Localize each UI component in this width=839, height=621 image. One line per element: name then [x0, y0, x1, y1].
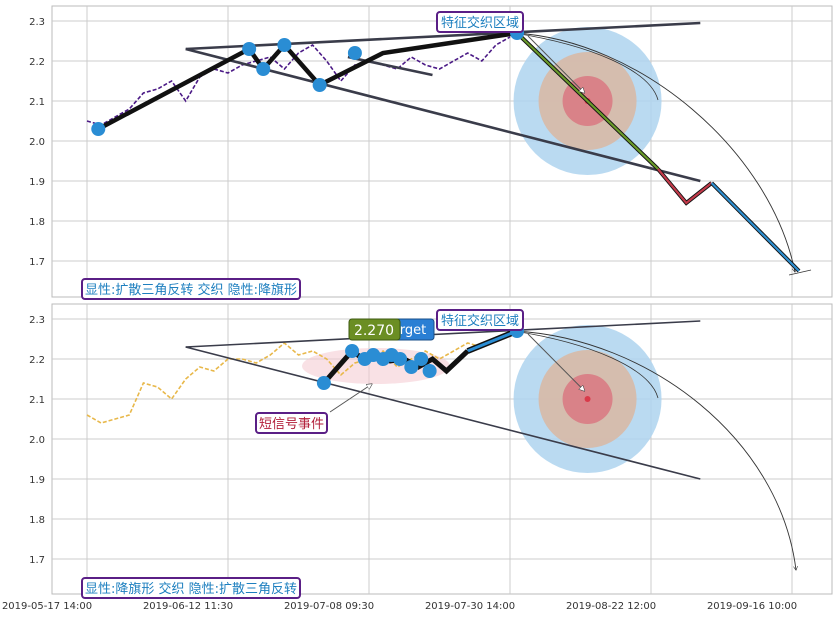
top-pivot-point: [256, 62, 271, 76]
bottom-feature-zone-label-text: 特征交织区域: [441, 313, 519, 329]
top-feature-zone-label: 特征交织区域: [436, 11, 524, 33]
target-value-badges: rget 2.270: [348, 318, 435, 341]
top-pivot-point: [91, 122, 106, 136]
x-tick-label: 2019-07-08 09:30: [284, 601, 374, 612]
bottom-plot-frame: [51, 303, 833, 595]
bottom-pivot-point: [404, 360, 419, 374]
top-pivot-point: [242, 42, 257, 56]
bottom-trend-line: [185, 346, 701, 480]
bottom-target-zone-center: [584, 396, 591, 402]
value-badge-box: [348, 318, 401, 341]
bottom-pivot-point: [414, 352, 429, 366]
projection-green-segment: [516, 32, 659, 170]
x-tick-label: 2019-05-17 14:00: [2, 601, 92, 612]
top-y-tick-label: 2.2: [29, 57, 45, 68]
x-tick-label: 2019-08-22 12:00: [566, 601, 656, 612]
top-projection-arc-inner: [513, 32, 659, 101]
bottom-projection-arc-inner: [513, 330, 659, 399]
x-tick-label: 2019-06-12 11:30: [143, 601, 233, 612]
short-signal-label-text: 短信号事件: [259, 417, 324, 432]
x-tick-label: 2019-09-16 10:00: [707, 601, 797, 612]
bottom-y-tick-label: 2.2: [29, 355, 45, 366]
projection-end-tick: [788, 269, 812, 276]
top-y-tick-label: 1.9: [29, 177, 45, 188]
top-feature-zone-label-text: 特征交织区域: [441, 15, 519, 31]
bottom-feature-zone-label: 特征交织区域: [436, 309, 524, 331]
bottom-y-tick-label: 2.3: [29, 315, 45, 326]
top-y-tick-label: 1.8: [29, 217, 45, 228]
bottom-pattern-tail: [467, 329, 518, 353]
bottom-pattern-legend-box: [81, 577, 301, 599]
top-pattern-legend-text: 显性:扩散三角反转 交织 隐性:降旗形: [85, 282, 297, 298]
bottom-target-arrow: [527, 333, 585, 391]
top-plot-frame: [51, 5, 833, 298]
bottom-y-tick-label: 1.9: [29, 475, 45, 486]
top-target-arrow: [527, 35, 585, 93]
bottom-price-series: [86, 334, 511, 424]
bottom-trend-line: [185, 320, 701, 348]
top-pivot-point: [312, 78, 327, 92]
short-signal-label: 短信号事件: [255, 412, 328, 434]
top-y-tick-label: 1.7: [29, 257, 45, 268]
top-pattern-legend: 显性:扩散三角反转 交织 隐性:降旗形: [81, 278, 301, 300]
bottom-panel: 1.7 1.8 1.9 2.0 2.1 2.2 2.3 特征交织区域 rget 2.270 短信号事…: [29, 303, 833, 599]
bottom-projection-arc: [513, 330, 796, 570]
top-y-tick-label: 2.3: [29, 17, 45, 28]
top-trend-line: [185, 47, 701, 183]
short-signal-label-box: [255, 412, 328, 434]
projection-blue-segment: [710, 182, 800, 272]
top-pattern-legend-box: [81, 278, 301, 300]
top-price-series: [86, 36, 511, 126]
value-badge-text: 2.270: [354, 323, 394, 339]
top-pivot-point: [347, 46, 362, 60]
top-pivot-point: [277, 38, 292, 52]
x-tick-label: 2019-07-30 14:00: [425, 601, 515, 612]
top-projection-arc: [513, 32, 795, 272]
top-y-tick-label: 2.0: [29, 137, 45, 148]
bottom-pivot-point: [316, 376, 331, 390]
bottom-y-tick-label: 1.8: [29, 515, 45, 526]
bottom-pattern-legend: 显性:降旗形 交织 隐性:扩散三角反转: [81, 577, 301, 599]
short-signal-arrow: [329, 384, 372, 413]
bottom-y-tick-label: 2.1: [29, 395, 45, 406]
projection-red-segment: [657, 168, 713, 205]
top-trend-line: [185, 21, 701, 51]
bottom-pivot-point: [393, 352, 408, 366]
bottom-pivot-point: [345, 344, 360, 358]
top-trend-line: [347, 55, 433, 77]
bottom-y-tick-label: 1.7: [29, 555, 45, 566]
bottom-feature-zone-label-box: [436, 309, 524, 331]
top-y-tick-label: 2.1: [29, 97, 45, 108]
bottom-pattern-legend-text: 显性:降旗形 交织 隐性:扩散三角反转: [85, 581, 297, 597]
bottom-y-tick-label: 2.0: [29, 435, 45, 446]
bottom-pivot-point: [422, 364, 437, 378]
x-axis-labels: 2019-05-17 14:00 2019-06-12 11:30 2019-07-…: [2, 601, 797, 612]
rgt-badge-text: rget: [400, 323, 426, 338]
short-signal-ellipse: [302, 348, 450, 384]
top-feature-zone-label-box: [436, 11, 524, 33]
